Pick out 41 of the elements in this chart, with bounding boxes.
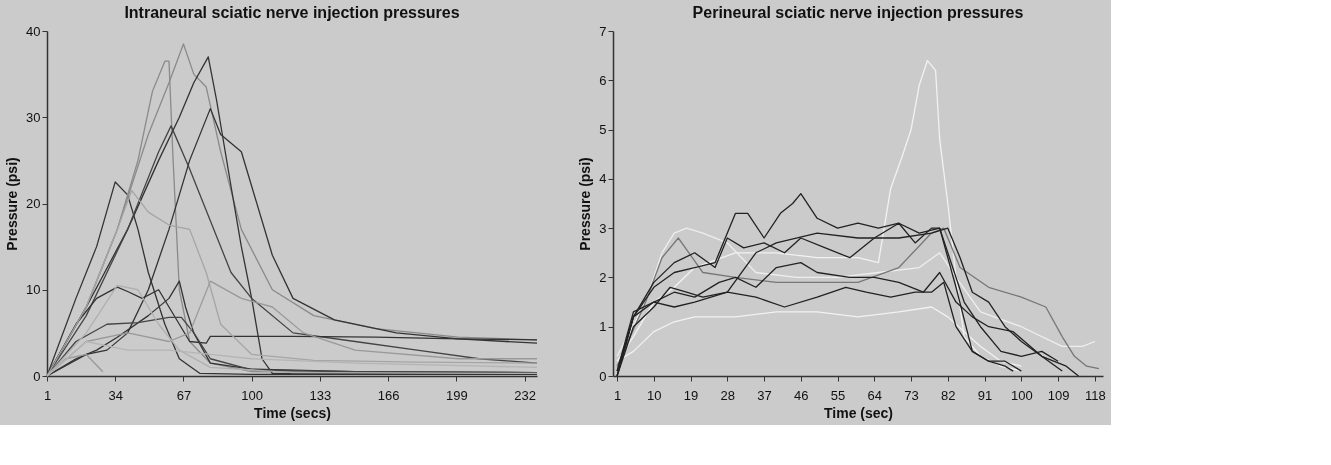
x-tick-label: 19 [683, 387, 699, 403]
y-tick-label: 0 [599, 368, 607, 384]
x-tick-label: 64 [867, 387, 883, 403]
x-tick-label: 166 [377, 387, 400, 403]
y-tick-label: 4 [599, 171, 607, 187]
y-axis-title: Pressure (psi) [577, 157, 594, 251]
x-tick-label: 37 [757, 387, 772, 403]
x-tick-label: 100 [1010, 387, 1033, 403]
x-tick-label: 67 [176, 387, 192, 403]
x-axis-title: Time (secs) [254, 404, 331, 421]
x-tick-label: 133 [309, 387, 332, 403]
x-tick-label: 55 [830, 387, 846, 403]
x-tick-label: 28 [720, 387, 736, 403]
x-tick-label: 46 [794, 387, 809, 403]
y-tick-label: 5 [599, 122, 607, 138]
x-tick-label: 10 [647, 387, 662, 403]
x-axis-title: Time (sec) [824, 404, 893, 421]
x-tick-label: 1 [613, 387, 622, 403]
x-tick-label: 34 [108, 387, 123, 403]
y-tick-label: 30 [26, 109, 41, 125]
y-tick-label: 10 [26, 282, 41, 298]
x-tick-label: 232 [514, 387, 536, 403]
x-tick-label: 91 [977, 387, 993, 403]
x-tick-label: 100 [241, 387, 264, 403]
x-tick-label: 199 [446, 387, 468, 403]
chart-title: Perineural sciatic nerve injection pressures [692, 4, 1024, 21]
y-tick-label: 2 [599, 269, 607, 285]
y-tick-label: 3 [599, 220, 607, 236]
x-tick-label: 1 [43, 387, 52, 403]
x-tick-label: 109 [1047, 387, 1070, 403]
x-tick-label: 73 [904, 387, 919, 403]
y-tick-label: 7 [599, 23, 607, 39]
y-axis-title: Pressure (psi) [4, 157, 21, 251]
x-tick-label: 118 [1084, 387, 1106, 403]
y-tick-label: 0 [33, 368, 41, 384]
x-tick-label: 82 [941, 387, 956, 403]
y-tick-label: 20 [26, 196, 41, 211]
y-tick-label: 1 [599, 319, 607, 335]
chart-title: Intraneural sciatic nerve injection pressures [124, 4, 460, 21]
y-tick-label: 40 [26, 23, 41, 39]
y-tick-label: 6 [599, 72, 607, 88]
